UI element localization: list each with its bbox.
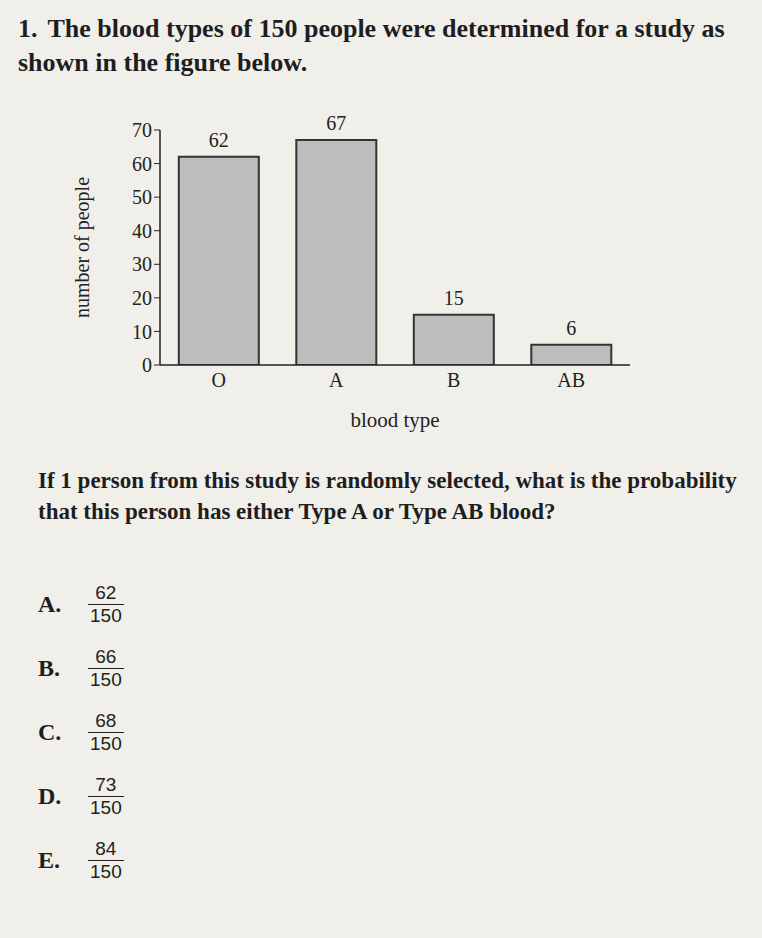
svg-text:AB: AB (557, 369, 585, 391)
html-text:150: 150 (90, 605, 122, 626)
svg-text:15: 15 (444, 287, 464, 309)
html-text:150: 150 (90, 669, 122, 690)
svg-text:62: 62 (209, 129, 229, 151)
svg-text:50: 50 (132, 186, 152, 208)
svg-text:70: 70 (132, 119, 152, 141)
svg-text:blood type: blood type (350, 408, 439, 432)
svg-text:20: 20 (132, 287, 152, 309)
svg-text:A: A (329, 369, 344, 391)
html-text:If 1 person from this study is: If 1 person from this study is randomly … (38, 468, 737, 524)
html-text:68: 68 (95, 710, 117, 731)
svg-text:O: O (212, 369, 226, 391)
svg-text:B: B (447, 369, 460, 391)
html-text:B.: B. (38, 655, 60, 682)
svg-text:40: 40 (132, 220, 152, 242)
html-text:C.: C. (38, 719, 62, 746)
html-text:150: 150 (90, 797, 122, 818)
html-text:150: 150 (90, 733, 122, 754)
html-text:1. The blood types of 150 peop: 1. The blood types of 150 people were de… (18, 14, 725, 77)
svg-text:0: 0 (142, 354, 152, 376)
html-text:73: 73 (95, 774, 117, 795)
html-text:66: 66 (95, 646, 117, 667)
html-text:150: 150 (90, 861, 122, 882)
svg-text:10: 10 (132, 321, 152, 343)
svg-text:60: 60 (132, 153, 152, 175)
html-text:D.: D. (38, 783, 62, 810)
svg-text:30: 30 (132, 253, 152, 275)
html-text:84: 84 (95, 838, 117, 859)
html-text:A.: A. (38, 591, 62, 618)
svg-text:67: 67 (326, 112, 346, 134)
svg-text:number of people: number of people (71, 177, 94, 318)
svg-text:6: 6 (566, 317, 576, 339)
html-text:62: 62 (95, 582, 117, 603)
html-text:E.: E. (38, 847, 60, 874)
